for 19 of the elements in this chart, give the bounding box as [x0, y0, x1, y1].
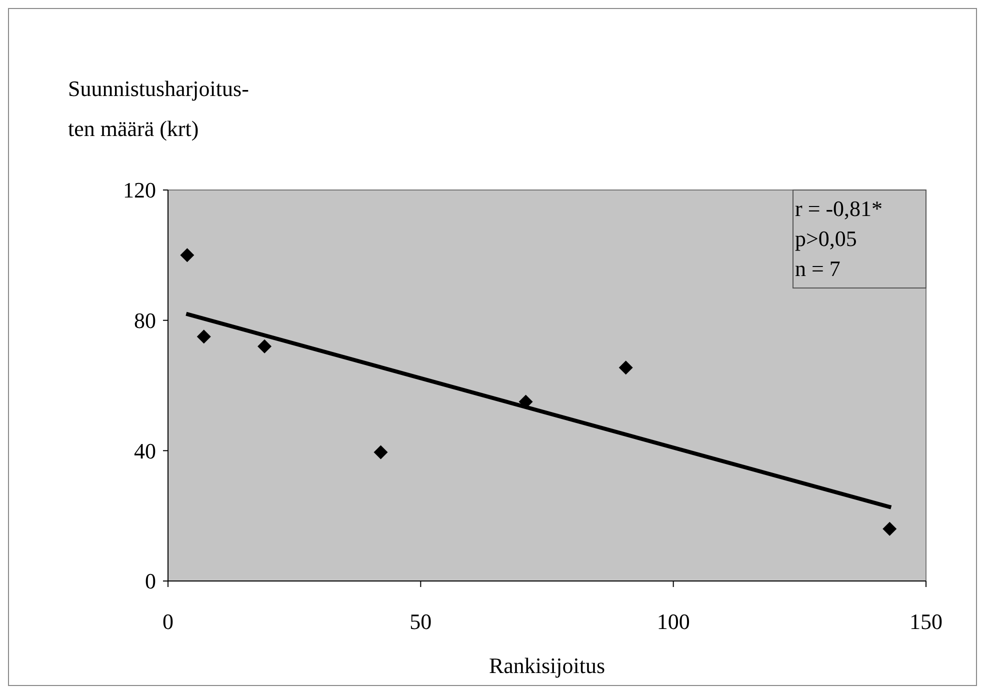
annotation: p>0,05: [795, 226, 857, 251]
point: [374, 445, 388, 460]
y-tick-label: 120: [123, 178, 156, 203]
x-tick-label: 150: [910, 609, 942, 634]
y-axis-title: Suunnistusharjoitus- ten määrä (krt): [68, 76, 249, 141]
point: [258, 339, 272, 354]
x-axis-title: Rankisijoitus: [488, 653, 606, 678]
y-tick-label: 40: [134, 438, 156, 464]
point: [180, 248, 194, 262]
y-tick-label: 0: [145, 568, 156, 594]
y-tick-label: 80: [134, 308, 156, 334]
x-tick-label: 100: [656, 609, 690, 634]
annotation: n = 7: [795, 256, 840, 281]
annotation: r = -0,81*: [795, 196, 883, 221]
point: [882, 522, 897, 536]
point: [618, 360, 633, 375]
point: [196, 330, 211, 344]
x-tick-label: 50: [410, 609, 432, 634]
x-tick-label: 0: [162, 609, 174, 634]
